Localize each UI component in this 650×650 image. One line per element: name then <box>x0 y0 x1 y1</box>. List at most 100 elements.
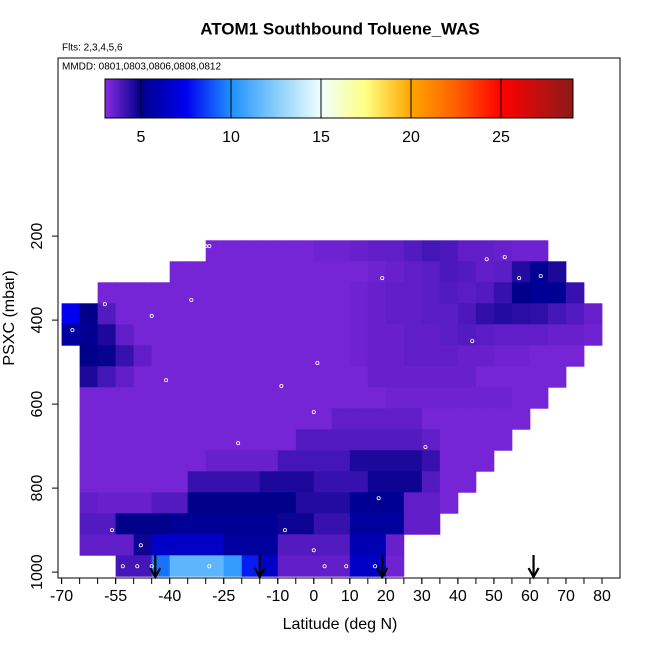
heatmap-cell <box>223 492 243 514</box>
x-tick-label: 10 <box>341 588 359 605</box>
heatmap-cell <box>421 492 441 514</box>
heatmap-cell <box>187 471 207 493</box>
x-tick-label: 30 <box>413 588 431 605</box>
sample-point <box>102 564 107 569</box>
heatmap-cell <box>421 261 441 283</box>
heatmap-cell <box>115 303 135 325</box>
heatmap-cell <box>331 471 351 493</box>
heatmap-cell <box>439 492 459 514</box>
heatmap-cell <box>385 492 405 514</box>
heatmap-cell <box>493 366 513 388</box>
heatmap-cell <box>277 387 297 409</box>
heatmap-cell <box>511 387 531 409</box>
heatmap-cell <box>385 471 405 493</box>
heatmap-cell <box>331 324 351 346</box>
heatmap-cell <box>241 429 261 451</box>
heatmap-cell <box>133 408 153 430</box>
heatmap-cell <box>79 345 99 367</box>
heatmap-cell <box>403 240 423 262</box>
heatmap-cell <box>151 387 171 409</box>
heatmap-cell <box>313 366 333 388</box>
heatmap-cell <box>97 534 117 556</box>
x-tick-label: 80 <box>593 588 611 605</box>
heatmap-cell <box>349 513 369 535</box>
heatmap-cell <box>403 366 423 388</box>
heatmap-cell <box>421 429 441 451</box>
heatmap-cell <box>205 240 225 262</box>
heatmap-cell <box>259 240 279 262</box>
x-tick-label: 50 <box>485 588 503 605</box>
heatmap-cell <box>295 450 315 472</box>
heatmap-cell <box>277 429 297 451</box>
sample-point <box>207 564 212 569</box>
heatmap-cell <box>151 282 171 304</box>
heatmap-cell <box>115 534 135 556</box>
heatmap-cell <box>313 492 333 514</box>
heatmap-cell <box>133 303 153 325</box>
heatmap-cell <box>421 408 441 430</box>
heatmap-cell <box>187 555 207 577</box>
heatmap-cell <box>367 240 387 262</box>
heatmap-cell <box>493 408 513 430</box>
heatmap-cell <box>187 324 207 346</box>
heatmap-cell <box>313 240 333 262</box>
x-tick-label: 60 <box>521 588 539 605</box>
x-tick-label: -55 <box>104 588 127 605</box>
heatmap-cell <box>385 408 405 430</box>
heatmap-cell <box>349 408 369 430</box>
heatmap-cell <box>421 240 441 262</box>
heatmap-cell <box>97 366 117 388</box>
heatmap-cell <box>475 261 495 283</box>
heatmap-cell <box>79 408 99 430</box>
heatmap-cell <box>421 387 441 409</box>
heatmap-cell <box>403 429 423 451</box>
heatmap-cell <box>367 324 387 346</box>
heatmap-cell <box>205 324 225 346</box>
heatmap-cell <box>403 261 423 283</box>
heatmap-cell <box>349 471 369 493</box>
heatmap-cell <box>187 387 207 409</box>
heatmap-cell <box>457 240 477 262</box>
heatmap-cell <box>259 450 279 472</box>
sample-point <box>599 360 604 365</box>
heatmap-cell <box>277 471 297 493</box>
heatmap-cell <box>331 345 351 367</box>
heatmap-cell <box>475 282 495 304</box>
colorbar-tick-label: 15 <box>312 129 330 146</box>
heatmap-cell <box>367 513 387 535</box>
heatmap-cell <box>421 366 441 388</box>
heatmap-cell <box>133 450 153 472</box>
heatmap-cell <box>259 534 279 556</box>
plot-frame <box>57 57 621 579</box>
heatmap-cell <box>79 303 99 325</box>
heatmap-cell <box>97 450 117 472</box>
heatmap-cell <box>439 366 459 388</box>
heatmap-cell <box>259 366 279 388</box>
heatmap-cell <box>223 261 243 283</box>
heatmap-cell <box>457 408 477 430</box>
heatmap-cell <box>115 513 135 535</box>
arrow <box>149 555 162 580</box>
heatmap-cell <box>187 429 207 451</box>
heatmap-cell <box>187 513 207 535</box>
heatmap-cell <box>277 450 297 472</box>
heatmap-cell <box>187 450 207 472</box>
heatmap-cell <box>457 345 477 367</box>
heatmap-cell <box>385 261 405 283</box>
heatmap-cell <box>493 240 513 262</box>
heatmap-cell <box>187 345 207 367</box>
heatmap-cell <box>439 429 459 451</box>
heatmap-cell <box>331 450 351 472</box>
heatmap-cell <box>457 387 477 409</box>
colorbar <box>104 78 574 119</box>
y-tick-label: 200 <box>29 223 46 250</box>
heatmap-cell <box>403 345 423 367</box>
heatmap-cell <box>223 282 243 304</box>
sample-point <box>236 441 241 446</box>
heatmap-cell <box>367 471 387 493</box>
heatmap-cell <box>151 492 171 514</box>
heatmap-cell <box>133 471 153 493</box>
heatmap-cell <box>97 492 117 514</box>
colorbar-tick-label: 20 <box>402 129 420 146</box>
